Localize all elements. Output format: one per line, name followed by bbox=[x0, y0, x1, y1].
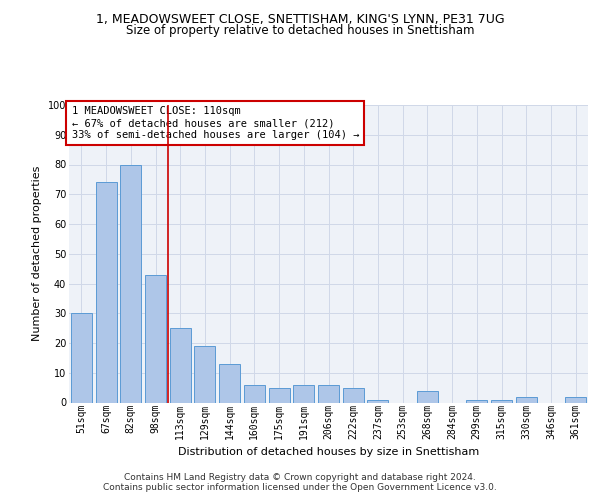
Bar bbox=[194, 346, 215, 403]
Bar bbox=[516, 396, 537, 402]
Bar bbox=[293, 384, 314, 402]
Bar bbox=[318, 384, 339, 402]
X-axis label: Distribution of detached houses by size in Snettisham: Distribution of detached houses by size … bbox=[178, 448, 479, 458]
Text: 1 MEADOWSWEET CLOSE: 110sqm
← 67% of detached houses are smaller (212)
33% of se: 1 MEADOWSWEET CLOSE: 110sqm ← 67% of det… bbox=[71, 106, 359, 140]
Bar bbox=[71, 313, 92, 402]
Bar bbox=[269, 388, 290, 402]
Bar bbox=[367, 400, 388, 402]
Bar bbox=[244, 384, 265, 402]
Text: Size of property relative to detached houses in Snettisham: Size of property relative to detached ho… bbox=[126, 24, 474, 37]
Bar bbox=[120, 164, 141, 402]
Bar bbox=[343, 388, 364, 402]
Text: 1, MEADOWSWEET CLOSE, SNETTISHAM, KING'S LYNN, PE31 7UG: 1, MEADOWSWEET CLOSE, SNETTISHAM, KING'S… bbox=[95, 12, 505, 26]
Bar bbox=[95, 182, 116, 402]
Bar bbox=[491, 400, 512, 402]
Bar bbox=[145, 274, 166, 402]
Bar bbox=[219, 364, 240, 403]
Y-axis label: Number of detached properties: Number of detached properties bbox=[32, 166, 42, 342]
Text: Contains HM Land Registry data © Crown copyright and database right 2024.: Contains HM Land Registry data © Crown c… bbox=[124, 472, 476, 482]
Bar bbox=[417, 390, 438, 402]
Bar bbox=[466, 400, 487, 402]
Bar bbox=[565, 396, 586, 402]
Text: Contains public sector information licensed under the Open Government Licence v3: Contains public sector information licen… bbox=[103, 484, 497, 492]
Bar bbox=[170, 328, 191, 402]
